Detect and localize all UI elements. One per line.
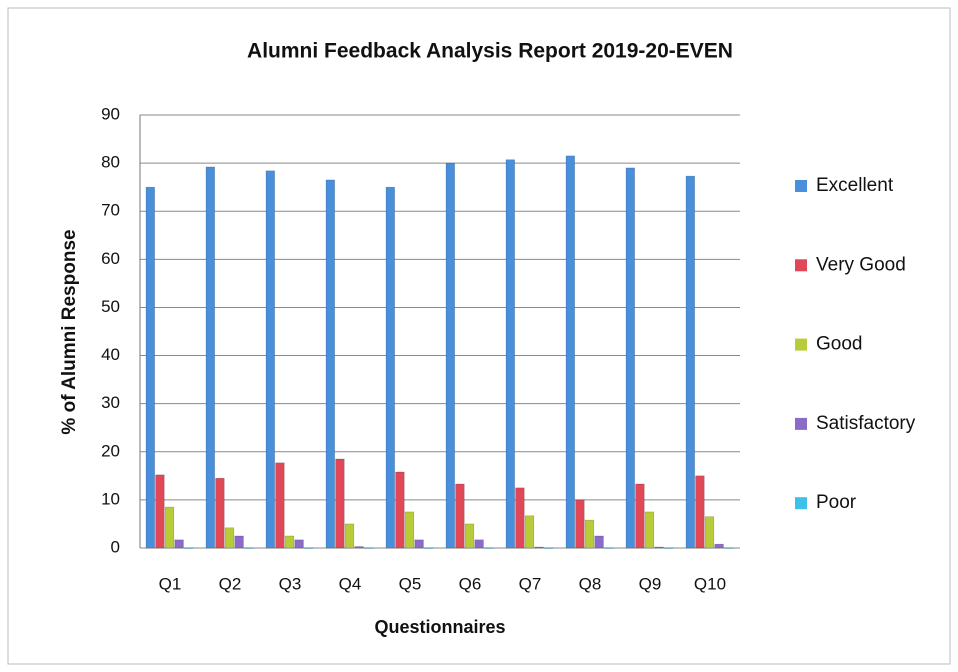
bar bbox=[335, 458, 345, 549]
bar bbox=[174, 539, 184, 549]
y-tick-label: 20 bbox=[101, 441, 120, 460]
x-tick-label: Q7 bbox=[519, 574, 542, 593]
bar bbox=[404, 511, 415, 549]
x-tick-label: Q4 bbox=[339, 574, 362, 593]
bar bbox=[354, 546, 364, 549]
bar bbox=[625, 167, 635, 549]
y-tick-label: 50 bbox=[101, 297, 120, 316]
bar bbox=[575, 499, 585, 549]
bar bbox=[544, 547, 554, 549]
legend-label: Satisfactory bbox=[816, 413, 916, 434]
bar bbox=[505, 159, 515, 549]
x-tick-label: Q1 bbox=[159, 574, 182, 593]
x-tick-label: Q10 bbox=[694, 574, 726, 593]
bar bbox=[385, 186, 395, 549]
bar bbox=[244, 547, 254, 549]
bar bbox=[304, 547, 314, 549]
y-tick-label: 60 bbox=[101, 249, 120, 268]
bar bbox=[664, 547, 674, 549]
bar bbox=[724, 547, 734, 549]
y-tick-label: 0 bbox=[111, 537, 120, 556]
bar bbox=[265, 170, 275, 549]
legend-swatch bbox=[795, 338, 807, 351]
x-axis-label: Questionnaires bbox=[374, 617, 505, 637]
bar bbox=[484, 547, 494, 549]
bar bbox=[224, 527, 235, 549]
legend-label: Poor bbox=[816, 492, 857, 513]
bar bbox=[145, 186, 155, 549]
bar bbox=[515, 487, 525, 549]
bar bbox=[364, 547, 374, 549]
bar bbox=[164, 506, 175, 549]
bar bbox=[414, 539, 424, 549]
bar bbox=[584, 519, 595, 549]
bar bbox=[234, 535, 244, 549]
legend-swatch bbox=[795, 497, 807, 510]
bar bbox=[604, 547, 614, 549]
bar bbox=[685, 175, 695, 549]
bar bbox=[455, 483, 465, 549]
legend-swatch bbox=[795, 259, 807, 272]
bar bbox=[284, 535, 295, 549]
bar bbox=[594, 535, 604, 549]
legend-swatch bbox=[795, 417, 807, 430]
y-tick-label: 80 bbox=[101, 153, 120, 172]
bar bbox=[344, 523, 355, 549]
legend-label: Good bbox=[816, 334, 862, 355]
bar bbox=[695, 475, 705, 549]
y-tick-label: 10 bbox=[101, 489, 120, 508]
bar bbox=[534, 546, 544, 549]
bar bbox=[155, 474, 165, 549]
bar bbox=[714, 543, 724, 549]
bar bbox=[424, 547, 434, 549]
bar bbox=[524, 515, 535, 549]
bar bbox=[205, 166, 215, 549]
bar bbox=[395, 471, 405, 549]
x-tick-label: Q6 bbox=[459, 574, 482, 593]
bar bbox=[464, 523, 475, 549]
bar bbox=[294, 539, 304, 549]
bar bbox=[565, 155, 575, 549]
x-tick-label: Q2 bbox=[219, 574, 242, 593]
x-tick-label: Q9 bbox=[639, 574, 662, 593]
x-tick-label: Q3 bbox=[279, 574, 302, 593]
bar bbox=[644, 511, 655, 549]
bar bbox=[275, 462, 285, 549]
y-tick-label: 30 bbox=[101, 393, 120, 412]
y-tick-label: 90 bbox=[101, 104, 120, 123]
bar bbox=[184, 547, 194, 549]
legend-label: Excellent bbox=[816, 175, 894, 196]
x-tick-label: Q5 bbox=[399, 574, 422, 593]
bar bbox=[635, 483, 645, 549]
chart-frame bbox=[7, 7, 951, 665]
chart-title: Alumni Feedback Analysis Report 2019-20-… bbox=[247, 40, 733, 63]
bar bbox=[325, 179, 335, 549]
bar bbox=[654, 546, 664, 549]
x-tick-label: Q8 bbox=[579, 574, 602, 593]
bar bbox=[704, 516, 715, 549]
y-tick-label: 70 bbox=[101, 201, 120, 220]
bar bbox=[474, 539, 484, 549]
legend-swatch bbox=[795, 180, 807, 192]
y-axis-label: % of Alumni Response bbox=[59, 229, 80, 434]
bar bbox=[215, 477, 225, 549]
legend-label: Very Good bbox=[816, 254, 906, 275]
bar bbox=[445, 162, 455, 549]
y-tick-label: 40 bbox=[101, 345, 120, 364]
